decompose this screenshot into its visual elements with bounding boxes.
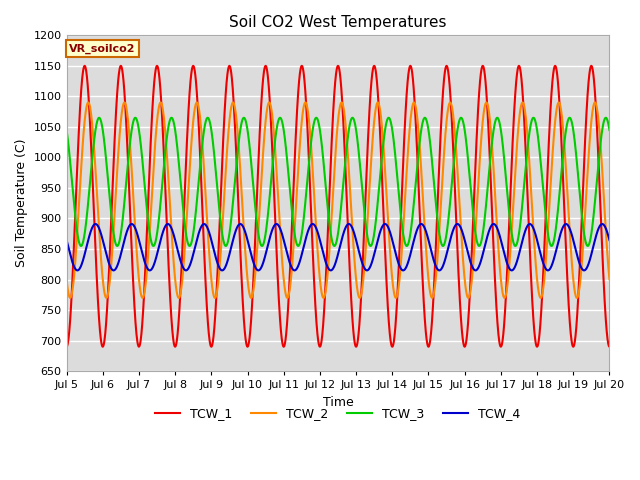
TCW_3 <box>296 242 303 248</box>
Line: TCW_4: TCW_4 <box>67 224 609 270</box>
TCW_2 <box>589 105 597 111</box>
TCW_2 <box>562 167 570 173</box>
TCW_1 <box>63 344 70 349</box>
TCW_2 <box>63 276 70 282</box>
TCW_4 <box>562 221 570 227</box>
TCW_4 <box>589 245 597 251</box>
TCW_3 <box>562 127 570 133</box>
Legend: TCW_1, TCW_2, TCW_3, TCW_4: TCW_1, TCW_2, TCW_3, TCW_4 <box>150 402 525 425</box>
X-axis label: Time: Time <box>323 396 353 408</box>
TCW_1 <box>117 63 125 69</box>
TCW_1 <box>589 68 596 74</box>
TCW_2 <box>458 230 465 236</box>
TCW_4 <box>74 267 81 273</box>
TCW_4 <box>296 260 303 266</box>
TCW_3 <box>222 243 230 249</box>
TCW_2 <box>605 276 613 282</box>
TCW_2 <box>296 151 303 156</box>
TCW_2 <box>291 222 299 228</box>
TCW_2 <box>211 295 219 301</box>
TCW_3 <box>458 115 465 120</box>
TCW_2 <box>84 100 92 106</box>
TCW_4 <box>458 226 465 232</box>
TCW_1 <box>295 78 303 84</box>
TCW_4 <box>200 221 208 227</box>
TCW_3 <box>291 233 299 239</box>
TCW_2 <box>321 293 328 299</box>
Y-axis label: Soil Temperature (C): Soil Temperature (C) <box>15 139 28 267</box>
TCW_3 <box>605 127 613 133</box>
TCW_1 <box>321 299 328 305</box>
TCW_4 <box>605 237 613 243</box>
Line: TCW_2: TCW_2 <box>67 103 609 298</box>
Text: VR_soilco2: VR_soilco2 <box>69 44 136 54</box>
TCW_1 <box>605 344 613 349</box>
Title: Soil CO2 West Temperatures: Soil CO2 West Temperatures <box>229 15 447 30</box>
Line: TCW_3: TCW_3 <box>67 118 609 246</box>
TCW_3 <box>589 218 597 224</box>
TCW_4 <box>291 267 299 273</box>
TCW_1 <box>291 156 299 161</box>
TCW_3 <box>95 115 103 120</box>
TCW_1 <box>457 317 465 323</box>
TCW_4 <box>63 237 70 243</box>
Line: TCW_1: TCW_1 <box>67 66 609 347</box>
TCW_4 <box>321 256 328 262</box>
TCW_3 <box>63 127 70 133</box>
TCW_3 <box>321 173 328 179</box>
TCW_1 <box>562 243 570 249</box>
